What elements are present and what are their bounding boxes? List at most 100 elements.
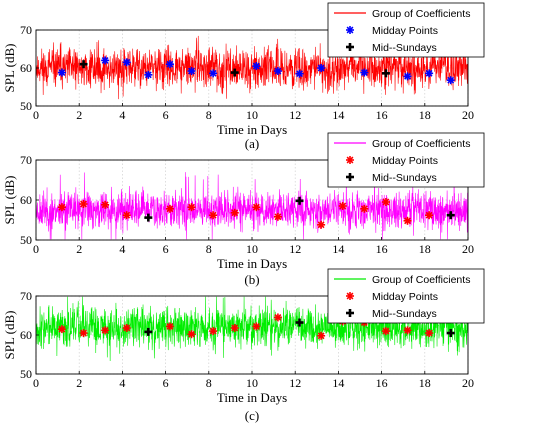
y-tick-label: 60 bbox=[20, 193, 32, 207]
marker-midday-point bbox=[273, 313, 282, 322]
marker-mid-sunday bbox=[446, 211, 455, 220]
y-tick-label: 70 bbox=[20, 23, 32, 37]
marker-stroke bbox=[80, 329, 87, 337]
x-tick-label: 2 bbox=[76, 108, 82, 122]
marker-stroke bbox=[274, 314, 282, 321]
x-tick-label: 10 bbox=[246, 242, 258, 256]
series-line-group-of-coefficients bbox=[35, 35, 469, 100]
x-tick-label: 20 bbox=[462, 376, 474, 390]
x-tick-label: 16 bbox=[376, 108, 388, 122]
marker-stroke bbox=[447, 76, 455, 84]
marker-midday-point bbox=[57, 325, 66, 334]
legend-symbol-asterisk bbox=[346, 292, 354, 300]
x-tick-label: 6 bbox=[163, 108, 169, 122]
marker-stroke bbox=[209, 69, 217, 77]
markers bbox=[57, 196, 455, 229]
legend-entry-label: Mid--Sundays bbox=[372, 308, 437, 320]
marker-mid-sunday bbox=[295, 196, 304, 205]
marker-stroke bbox=[58, 203, 66, 211]
panel-label: (b) bbox=[244, 272, 259, 287]
panel-b: 0 2 4 6 8 10 12 14 16 18 20 50 60 70 Time in Days SPL (… bbox=[2, 132, 485, 287]
marker-stroke bbox=[231, 324, 239, 332]
legend-entry-label: Group of Coefficients bbox=[372, 274, 470, 286]
marker-midday-point bbox=[338, 202, 347, 210]
marker-stroke bbox=[123, 58, 131, 66]
markers bbox=[57, 313, 455, 340]
marker-midday-point bbox=[317, 220, 326, 229]
marker-stroke bbox=[188, 67, 195, 75]
marker-midday-point bbox=[403, 72, 412, 81]
y-tick-label: 50 bbox=[20, 367, 32, 381]
x-tick-label: 18 bbox=[419, 376, 431, 390]
marker-midday-point bbox=[446, 76, 455, 85]
marker-mid-sunday bbox=[230, 68, 239, 77]
marker-midday-point bbox=[101, 326, 110, 335]
marker-midday-point bbox=[230, 323, 239, 332]
marker-stroke bbox=[339, 202, 347, 210]
marker-midday-point bbox=[273, 67, 282, 76]
x-tick-label: 14 bbox=[332, 242, 344, 256]
marker-stroke bbox=[274, 213, 282, 221]
marker-stroke bbox=[252, 322, 260, 330]
x-tick-label: 0 bbox=[33, 376, 39, 390]
marker-stroke bbox=[382, 198, 390, 206]
y-tick-label: 60 bbox=[20, 328, 32, 342]
marker-stroke bbox=[274, 67, 282, 75]
marker-stroke bbox=[123, 324, 131, 332]
legend: Group of Coefficients Midday Points Mid--S… bbox=[327, 268, 485, 324]
y-tick-label: 50 bbox=[20, 99, 32, 113]
panel-label: (c) bbox=[245, 408, 259, 423]
marker-stroke bbox=[317, 221, 325, 229]
marker-midday-point bbox=[165, 322, 174, 331]
marker-midday-point bbox=[101, 56, 110, 65]
panel-a: 0 2 4 6 8 10 12 14 16 18 20 50 60 70 Time in Days SPL (… bbox=[2, 2, 485, 151]
marker-midday-point bbox=[79, 200, 88, 208]
x-tick-label: 12 bbox=[289, 376, 301, 390]
marker-midday-point bbox=[403, 326, 412, 335]
marker-midday-point bbox=[187, 330, 196, 339]
legend-symbol-stroke bbox=[346, 156, 354, 164]
marker-stroke bbox=[404, 326, 411, 334]
marker-stroke bbox=[317, 332, 325, 340]
marker-midday-point bbox=[57, 68, 66, 77]
x-tick-label: 20 bbox=[462, 242, 474, 256]
marker-midday-point bbox=[252, 322, 261, 331]
y-tick-label: 60 bbox=[20, 61, 32, 75]
x-axis-label: Time in Days bbox=[217, 256, 287, 271]
marker-stroke bbox=[101, 56, 109, 64]
marker-stroke bbox=[425, 329, 433, 337]
marker-midday-point bbox=[165, 60, 174, 69]
x-tick-label: 4 bbox=[119, 242, 125, 256]
marker-midday-point bbox=[57, 203, 66, 212]
y-axis-label: SPL (dB) bbox=[2, 44, 17, 93]
x-tick-label: 18 bbox=[419, 242, 431, 256]
legend-symbol-asterisk bbox=[346, 26, 354, 34]
marker-mid-sunday bbox=[295, 318, 304, 327]
legend-symbol-plus bbox=[346, 173, 354, 181]
x-tick-label: 16 bbox=[376, 376, 388, 390]
marker-stroke bbox=[317, 64, 325, 72]
y-tick-label: 70 bbox=[20, 289, 32, 303]
x-tick-label: 6 bbox=[163, 376, 169, 390]
marker-stroke bbox=[209, 211, 217, 219]
y-tick-label: 70 bbox=[20, 153, 32, 167]
marker-stroke bbox=[188, 203, 195, 211]
marker-midday-point bbox=[252, 203, 261, 212]
marker-mid-sunday bbox=[144, 327, 153, 336]
x-tick-label: 14 bbox=[332, 376, 344, 390]
legend-entry-label: Group of Coefficients bbox=[372, 138, 470, 150]
legend-symbol-plus bbox=[346, 309, 354, 317]
x-tick-label: 14 bbox=[332, 108, 344, 122]
legend-entry-label: Mid--Sundays bbox=[372, 172, 437, 184]
legend-symbol-stroke bbox=[346, 292, 354, 300]
x-tick-label: 8 bbox=[206, 242, 212, 256]
x-tick-label: 10 bbox=[246, 376, 258, 390]
marker-stroke bbox=[382, 327, 390, 335]
marker-midday-point bbox=[230, 208, 239, 217]
marker-midday-point bbox=[360, 204, 369, 213]
marker-midday-point bbox=[122, 323, 131, 332]
marker-midday-point bbox=[187, 67, 196, 76]
marker-stroke bbox=[188, 330, 195, 338]
marker-stroke bbox=[101, 326, 109, 334]
